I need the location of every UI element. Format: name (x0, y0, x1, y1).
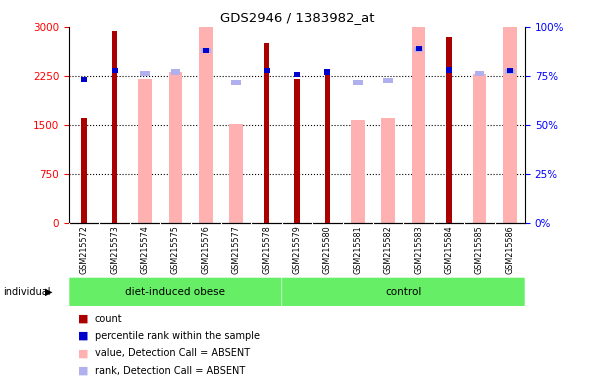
Bar (81, 77, 87, 83)
Bar (232, 80, 241, 85)
Text: GSM215582: GSM215582 (384, 225, 392, 274)
Text: GSM215580: GSM215580 (323, 225, 332, 274)
Bar (229, 124, 243, 223)
Bar (140, 71, 150, 76)
Bar (294, 72, 300, 77)
Text: GSM215577: GSM215577 (232, 225, 241, 274)
Bar (505, 69, 515, 74)
Bar (138, 79, 152, 223)
Bar (507, 68, 513, 73)
Bar (475, 71, 484, 76)
Text: GSM215575: GSM215575 (171, 225, 180, 274)
Text: rank, Detection Call = ABSENT: rank, Detection Call = ABSENT (95, 366, 245, 376)
Bar (325, 74, 330, 223)
Bar (503, 27, 517, 223)
Text: ■: ■ (78, 366, 89, 376)
Text: GSM215583: GSM215583 (414, 225, 423, 274)
Text: ■: ■ (78, 314, 89, 324)
Text: value, Detection Call = ABSENT: value, Detection Call = ABSENT (95, 348, 250, 358)
Bar (414, 47, 424, 52)
FancyBboxPatch shape (282, 278, 524, 306)
Text: GSM215572: GSM215572 (80, 225, 89, 274)
Text: GSM215585: GSM215585 (475, 225, 484, 274)
Bar (203, 48, 209, 53)
Text: individual: individual (3, 287, 50, 297)
Bar (416, 46, 422, 51)
Text: count: count (95, 314, 122, 324)
Bar (325, 70, 331, 74)
Bar (446, 67, 452, 73)
Bar (382, 118, 395, 223)
Text: GSM215574: GSM215574 (140, 225, 149, 274)
Bar (112, 68, 118, 73)
Text: ▶: ▶ (45, 287, 53, 297)
Text: ■: ■ (78, 348, 89, 358)
Bar (201, 48, 211, 53)
Text: GSM215576: GSM215576 (202, 225, 211, 274)
Text: diet-induced obese: diet-induced obese (125, 287, 226, 297)
Bar (353, 80, 362, 85)
Bar (112, 31, 118, 223)
Text: control: control (385, 287, 422, 297)
Bar (82, 118, 87, 223)
Text: GSM215578: GSM215578 (262, 225, 271, 274)
Bar (169, 72, 182, 223)
Bar (264, 43, 269, 223)
Text: percentile rank within the sample: percentile rank within the sample (95, 331, 260, 341)
Text: GSM215584: GSM215584 (445, 225, 454, 274)
Text: GSM215579: GSM215579 (293, 225, 302, 274)
Bar (294, 79, 300, 223)
FancyBboxPatch shape (70, 278, 281, 306)
Text: GSM215586: GSM215586 (505, 225, 514, 274)
Bar (473, 74, 486, 223)
Bar (412, 27, 425, 223)
Bar (351, 119, 365, 223)
Text: GSM215573: GSM215573 (110, 225, 119, 274)
Bar (383, 78, 393, 83)
Text: ■: ■ (78, 331, 89, 341)
Bar (199, 27, 212, 223)
Title: GDS2946 / 1383982_at: GDS2946 / 1383982_at (220, 11, 374, 24)
Text: GSM215581: GSM215581 (353, 225, 362, 274)
Bar (263, 68, 269, 73)
Bar (170, 70, 180, 74)
Bar (446, 37, 452, 223)
